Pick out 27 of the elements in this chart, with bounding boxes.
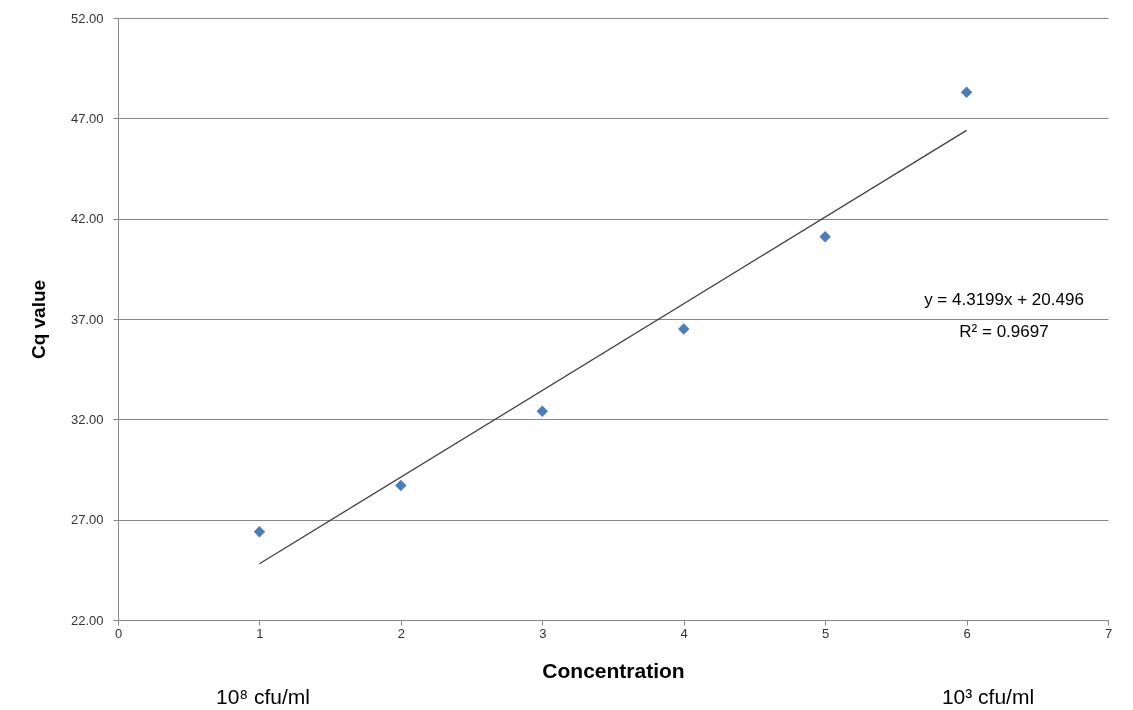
y-tick-label: 52.00 [70,10,104,26]
x-tick-label: 3 [539,625,547,641]
x-tick-label: 0 [114,625,123,641]
y-tick-label: 32.00 [70,411,104,427]
point [819,231,831,243]
y-tick-label: 27.00 [70,512,104,528]
point [678,323,690,335]
y-tick-label: 47.00 [70,110,104,126]
x-tick-label: 4 [680,625,688,641]
point [395,479,407,492]
text: 10⁸ cfu/ml [215,685,311,708]
point [536,405,548,418]
x-axis-title: Concentration [542,658,685,682]
annotation: R² = 0.9697 [959,322,1049,341]
point [960,86,973,98]
y-tick-label: 22.00 [70,612,104,628]
text: 10³ cfu/ml [941,685,1035,708]
x-tick-label: 6 [963,625,971,641]
x-tick-label: 1 [256,625,264,641]
y-axis-title: Cq value [27,279,49,360]
x-tick-label: 7 [1104,625,1113,641]
point [253,526,266,538]
y-tick-label: 37.00 [70,311,104,327]
x-tick-label: 5 [822,625,830,641]
annotation: y = 4.3199x + 20.496 [924,290,1084,309]
x-tick-label: 2 [397,625,405,641]
y-tick-label: 42.00 [70,211,104,227]
